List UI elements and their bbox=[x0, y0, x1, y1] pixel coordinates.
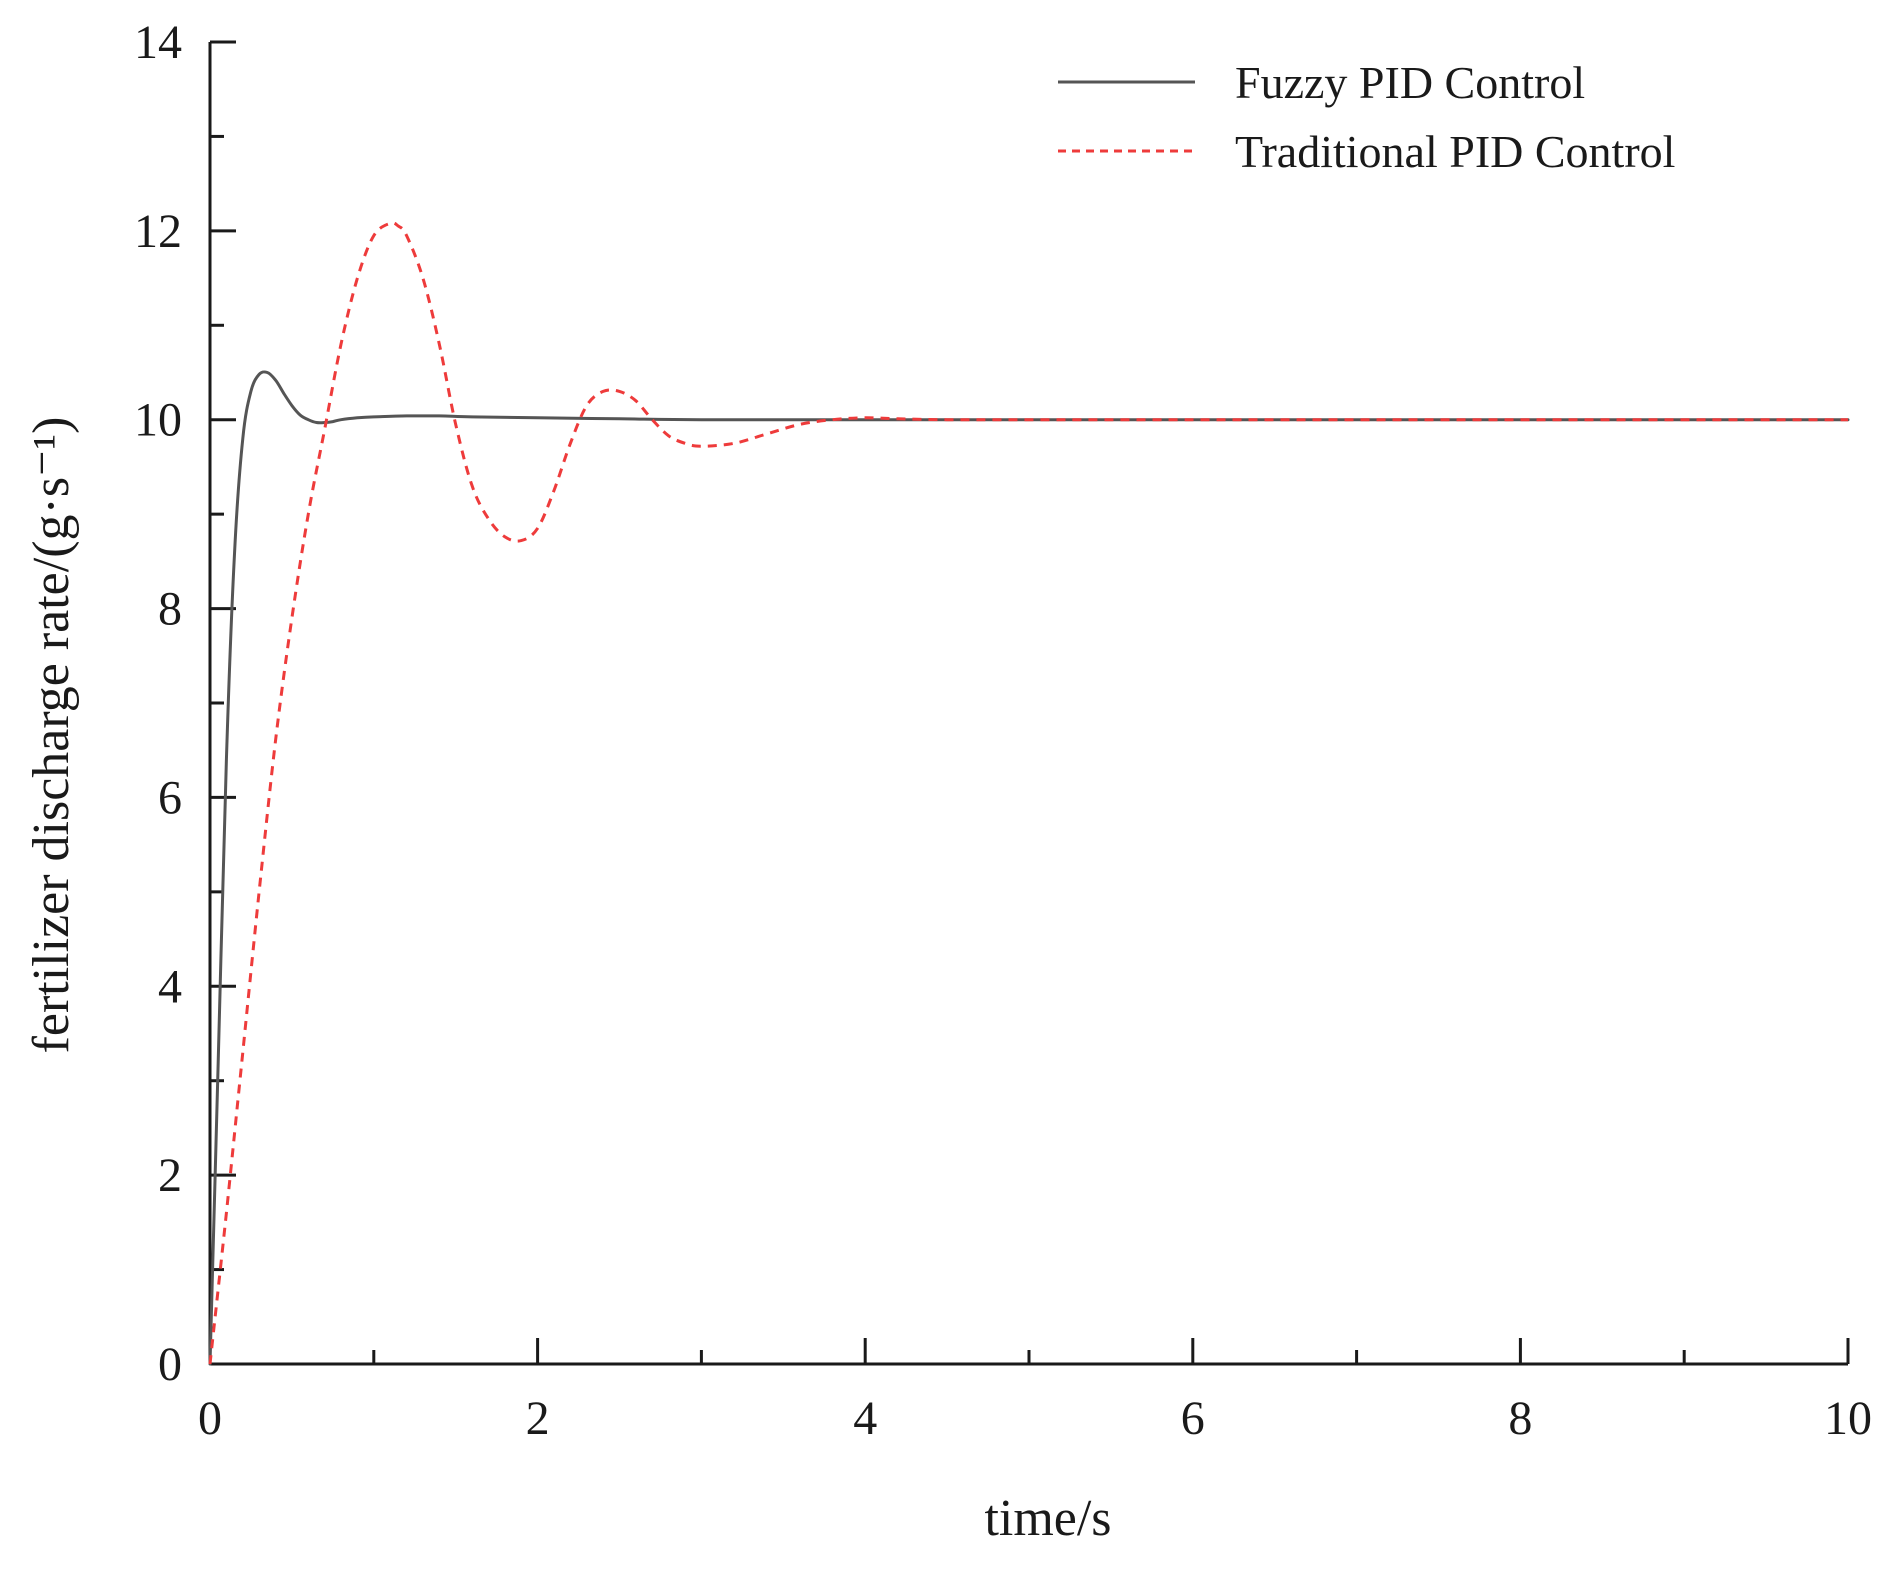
y-tick-label: 0 bbox=[158, 1338, 182, 1391]
legend-label-traditional-pid: Traditional PID Control bbox=[1235, 126, 1675, 177]
y-tick-label: 12 bbox=[134, 205, 182, 258]
y-tick-label: 14 bbox=[134, 16, 182, 69]
x-axis-title: time/s bbox=[984, 1490, 1111, 1547]
x-tick-label: 10 bbox=[1824, 1392, 1872, 1445]
x-tick-label: 6 bbox=[1181, 1392, 1205, 1445]
series-line-fuzzy-pid bbox=[208, 370, 1850, 1366]
tick-labels: 0 2 4 6 8 10 0 2 4 6 8 10 12 14 bbox=[134, 16, 1872, 1445]
x-tick-label: 2 bbox=[526, 1392, 550, 1445]
y-tick-label: 2 bbox=[158, 1149, 182, 1202]
y-tick-label: 4 bbox=[158, 960, 182, 1013]
series-line-traditional-pid bbox=[208, 221, 1848, 1365]
x-tick-label: 8 bbox=[1508, 1392, 1532, 1445]
x-tick-label: 0 bbox=[198, 1392, 222, 1445]
tick-marks bbox=[208, 40, 1850, 1366]
series-layer bbox=[208, 221, 1850, 1366]
x-tick-label: 4 bbox=[853, 1392, 877, 1445]
y-tick-label: 6 bbox=[158, 771, 182, 824]
chart-axes bbox=[208, 42, 1848, 1366]
legend-label-fuzzy-pid: Fuzzy PID Control bbox=[1235, 57, 1585, 108]
legend: Fuzzy PID Control Traditional PID Contro… bbox=[1058, 57, 1675, 177]
y-tick-label: 10 bbox=[134, 394, 182, 447]
y-tick-label: 8 bbox=[158, 583, 182, 636]
y-axis-title: fertilizer discharge rate/(g·s⁻¹) bbox=[23, 417, 80, 1054]
